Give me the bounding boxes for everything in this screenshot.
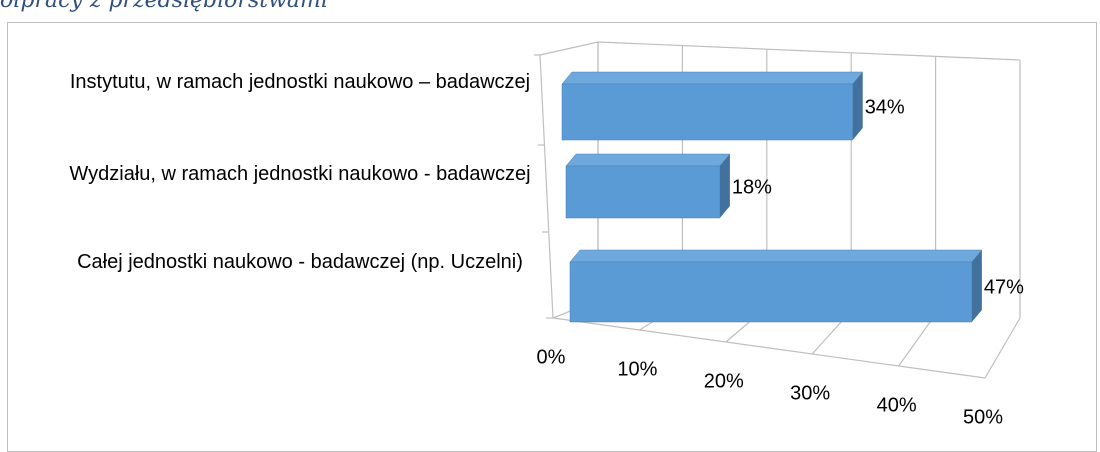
category-label: Wydziału, w ramach jednostki naukowo - b…	[69, 163, 531, 185]
floor-edge	[552, 317, 986, 379]
x-tick-label: 20%	[704, 370, 744, 392]
bar-top	[565, 153, 731, 167]
bar-side	[852, 72, 863, 140]
value-label: 47%	[984, 276, 1024, 298]
wall-edge	[539, 54, 554, 319]
x-tick-label: 10%	[617, 358, 657, 380]
bar-top	[561, 71, 864, 85]
chart: 0% 10% 20% 30% 40% 50% 34% 18% 47%	[534, 41, 1024, 428]
bar	[569, 261, 973, 323]
category-label: Całej jednostki naukowo - badawczej (np.…	[77, 251, 523, 273]
floor-grid-line	[898, 314, 937, 367]
wall-edge	[597, 41, 1021, 61]
category-label: Instytutu, w ramach jednostki naukowo – …	[69, 71, 531, 93]
bar-side	[719, 154, 730, 218]
header-text: ółpracy z przedsiębiorstwami	[0, 0, 328, 13]
bar	[565, 165, 721, 219]
x-tick-label: 30%	[790, 382, 830, 404]
value-label: 18%	[732, 176, 772, 198]
bar-top	[569, 249, 983, 263]
value-label: 34%	[865, 96, 905, 118]
bar	[561, 83, 853, 141]
floor-grid-line	[984, 317, 1021, 379]
x-tick-label: 50%	[963, 406, 1003, 428]
x-tick-label: 0%	[537, 346, 566, 368]
bar-side	[971, 250, 982, 322]
wall-edge	[539, 41, 599, 56]
x-tick-label: 40%	[877, 394, 917, 416]
